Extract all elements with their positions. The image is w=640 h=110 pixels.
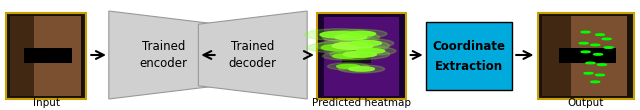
- Polygon shape: [109, 11, 218, 99]
- Bar: [317, 13, 406, 99]
- Bar: [559, 48, 616, 63]
- Bar: [426, 22, 512, 90]
- Circle shape: [316, 39, 390, 52]
- Bar: [10, 16, 35, 96]
- Text: Predicted heatmap: Predicted heatmap: [312, 98, 411, 108]
- Circle shape: [328, 63, 369, 70]
- Circle shape: [337, 64, 360, 68]
- Text: Input: Input: [33, 98, 60, 108]
- Text: decoder: decoder: [229, 57, 277, 70]
- Circle shape: [330, 49, 390, 60]
- Polygon shape: [198, 11, 307, 99]
- Circle shape: [349, 67, 374, 71]
- Circle shape: [579, 42, 588, 44]
- Circle shape: [339, 38, 394, 48]
- Circle shape: [602, 38, 611, 40]
- Bar: [342, 51, 371, 63]
- Circle shape: [307, 42, 371, 53]
- Circle shape: [595, 74, 605, 76]
- Circle shape: [336, 29, 387, 38]
- Circle shape: [604, 47, 613, 48]
- Circle shape: [339, 65, 385, 73]
- Bar: [538, 13, 634, 99]
- Circle shape: [348, 31, 376, 36]
- Circle shape: [332, 42, 373, 49]
- Text: Extraction: Extraction: [435, 60, 503, 72]
- Circle shape: [321, 44, 357, 51]
- Bar: [10, 16, 81, 96]
- Circle shape: [581, 31, 590, 33]
- Circle shape: [356, 49, 385, 53]
- Text: Output: Output: [568, 98, 604, 108]
- Circle shape: [305, 29, 374, 41]
- Bar: [324, 17, 399, 96]
- Text: Trained: Trained: [231, 40, 275, 53]
- Circle shape: [591, 44, 600, 46]
- Bar: [6, 13, 86, 99]
- Bar: [543, 16, 627, 96]
- Circle shape: [333, 54, 358, 58]
- Circle shape: [586, 62, 595, 64]
- Bar: [24, 48, 72, 63]
- Circle shape: [598, 64, 607, 65]
- Circle shape: [581, 51, 590, 53]
- Text: Trained: Trained: [141, 40, 185, 53]
- Circle shape: [593, 54, 603, 55]
- Circle shape: [595, 34, 605, 35]
- Circle shape: [320, 31, 358, 38]
- Circle shape: [351, 41, 381, 46]
- Circle shape: [584, 72, 593, 74]
- Circle shape: [591, 81, 600, 83]
- Circle shape: [335, 34, 367, 40]
- Circle shape: [323, 52, 369, 60]
- Text: Coordinate: Coordinate: [432, 40, 506, 53]
- Circle shape: [345, 47, 396, 55]
- Circle shape: [322, 32, 380, 42]
- Text: encoder: encoder: [140, 57, 187, 70]
- Circle shape: [343, 51, 376, 57]
- Bar: [543, 16, 572, 96]
